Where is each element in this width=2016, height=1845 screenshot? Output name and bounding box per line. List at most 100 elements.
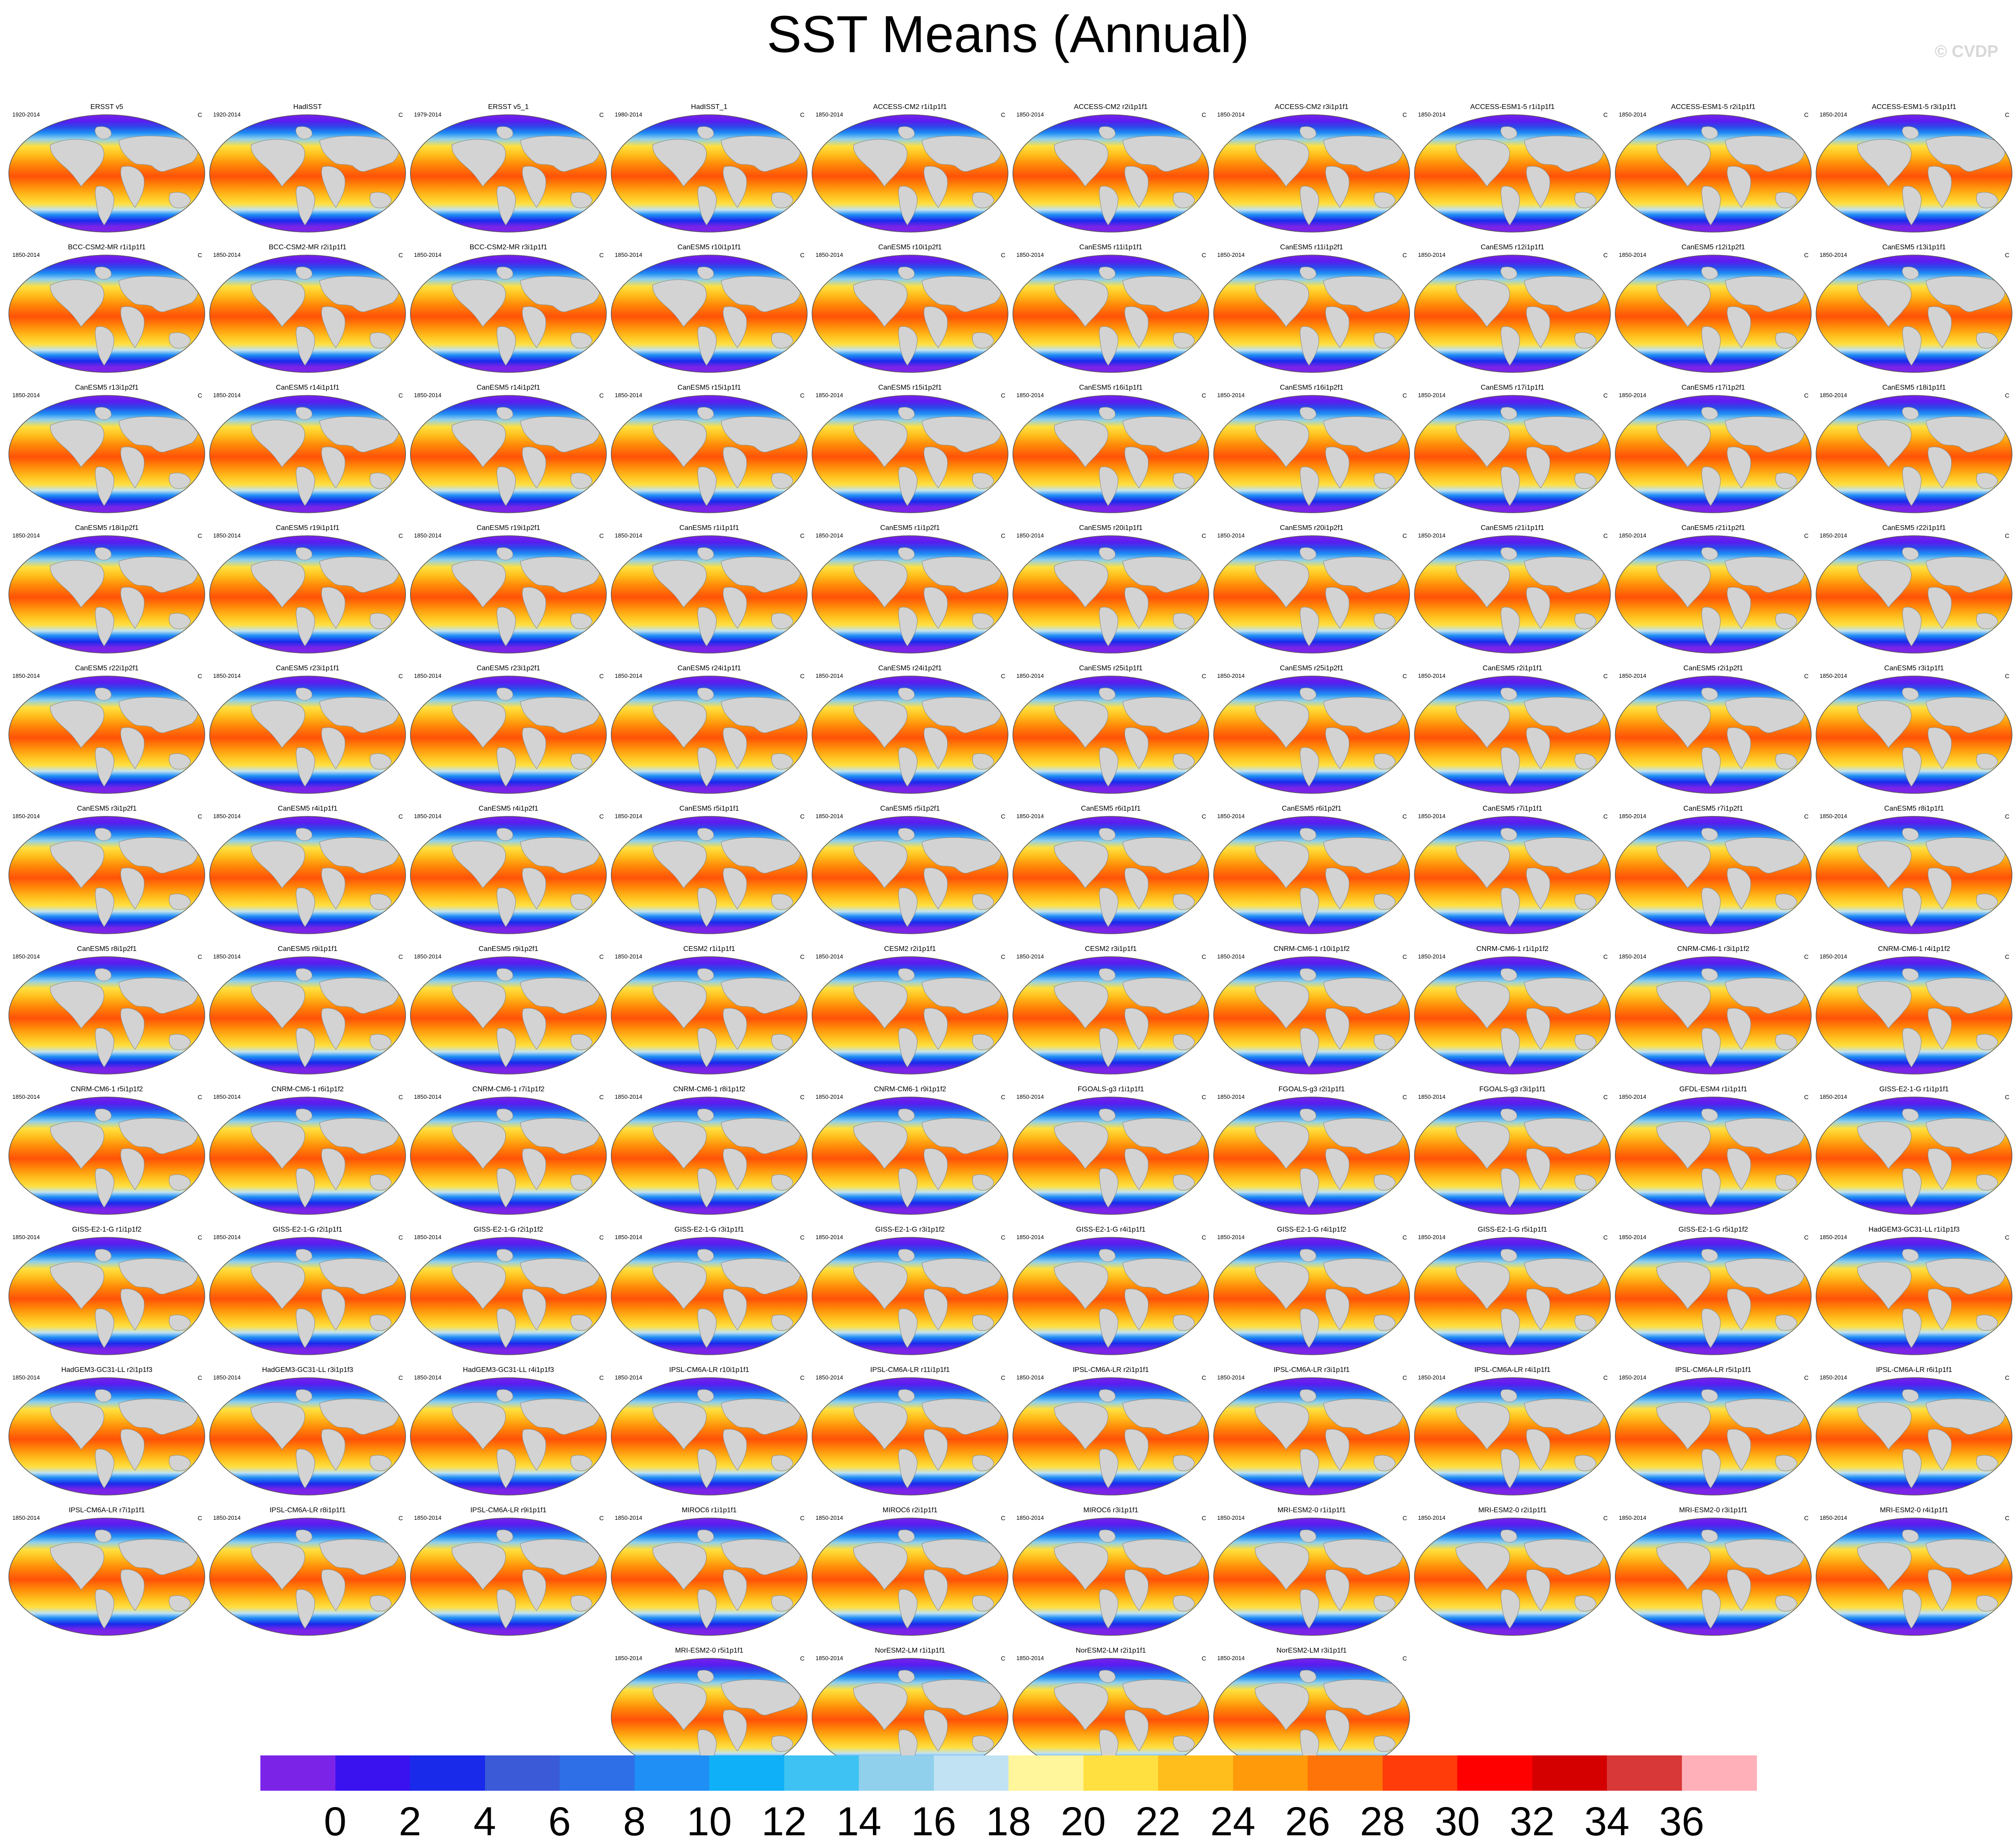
land-mass — [1500, 688, 1517, 701]
land-mass — [921, 416, 1001, 453]
land-mass — [496, 186, 516, 225]
panel-header: 1850-2014 ACCESS-CM2 r1i1p1f1 C — [809, 102, 1011, 118]
panel-header: 1850-2014 CanESM5 r9i1p2f1 C — [408, 944, 609, 960]
land-mass — [319, 556, 399, 593]
map-panel: 1850-2014 CanESM5 r14i1p1f1 C — [207, 383, 408, 515]
land-mass — [1574, 1595, 1597, 1612]
panel-header: 1850-2014 CanESM5 r25i1p2f1 C — [1211, 664, 1412, 680]
panel-title: CESM2 r2i1p1f1 — [884, 945, 936, 953]
land-mass — [570, 1315, 593, 1331]
land-mass — [1902, 1589, 1922, 1629]
panel-title: CanESM5 r11i1p1f1 — [1079, 244, 1143, 251]
globe-outline — [410, 255, 607, 373]
land-mass — [94, 1249, 112, 1262]
land-mass — [520, 416, 600, 453]
land-mass — [1701, 1589, 1721, 1629]
land-mass — [1054, 1542, 1109, 1590]
land-mass — [522, 447, 546, 488]
land-mass — [898, 267, 915, 280]
land-mass — [721, 1258, 801, 1295]
panel-period: 1850-2014 — [816, 1374, 843, 1381]
land-mass — [1524, 556, 1604, 593]
globe-outline — [1012, 535, 1209, 654]
land-mass — [771, 1315, 794, 1331]
land-mass — [1099, 747, 1118, 787]
land-mass — [1325, 1429, 1350, 1471]
land-mass — [1255, 1683, 1309, 1731]
panel-header: 1850-2014 CanESM5 r12i1p1f1 C — [1412, 243, 1613, 259]
land-mass — [120, 1289, 145, 1330]
land-mass — [723, 1008, 747, 1050]
sst-map — [1414, 956, 1611, 1075]
land-mass — [652, 139, 707, 187]
colorbar-tick-label: 22 — [1135, 1799, 1181, 1844]
land-mass — [1098, 1670, 1116, 1683]
colorbar-swatch — [1532, 1755, 1607, 1791]
panel-title: CanESM5 r16i1p1f1 — [1079, 384, 1143, 391]
panel-header: 1850-2014 ACCESS-ESM1-5 r2i1p1f1 C — [1613, 102, 1814, 118]
land-mass — [319, 837, 399, 874]
land-mass — [251, 560, 305, 608]
map-panel: 1850-2014 IPSL-CM6A-LR r8i1p1f1 C — [207, 1506, 408, 1638]
panel-header: 1850-2014 CanESM5 r14i1p1f1 C — [207, 383, 408, 399]
land-mass — [1727, 1008, 1751, 1050]
globe-outline — [812, 114, 1008, 233]
land-mass — [1300, 326, 1319, 366]
globe-outline — [611, 956, 808, 1075]
land-mass — [1299, 1529, 1316, 1543]
panel-header: 1850-2014 GISS-E2-1-G r3i1p1f1 C — [609, 1225, 810, 1241]
panel-units: C — [1201, 392, 1206, 399]
panel-units: C — [1402, 1374, 1407, 1381]
panel-units: C — [197, 532, 202, 539]
colorbar-tick-label: 10 — [686, 1799, 732, 1844]
map-panel: 1850-2014 CESM2 r3i1p1f1 C — [1010, 944, 1211, 1077]
globe-outline — [812, 1237, 1008, 1355]
panel-period: 1850-2014 — [1016, 813, 1044, 819]
land-mass — [1098, 968, 1116, 981]
land-mass — [652, 981, 707, 1029]
panel-units: C — [1402, 532, 1407, 539]
map-panel: 1850-2014 CanESM5 r24i1p1f1 C — [609, 664, 810, 796]
land-mass — [319, 1539, 399, 1575]
sst-map — [611, 535, 808, 654]
panel-units: C — [599, 532, 604, 539]
panel-units: C — [1402, 813, 1407, 820]
globe-outline — [1414, 114, 1611, 233]
land-mass — [1173, 613, 1195, 629]
panel-period: 1850-2014 — [213, 252, 241, 258]
panel-period: 1850-2014 — [816, 532, 843, 539]
sst-map — [1414, 535, 1611, 654]
land-mass — [1173, 1034, 1195, 1050]
panel-units: C — [1402, 673, 1407, 680]
land-mass — [853, 1542, 908, 1590]
panel-period: 1850-2014 — [1619, 1093, 1647, 1100]
panel-units: C — [2005, 1514, 2009, 1522]
panel-units: C — [1804, 252, 1809, 259]
land-mass — [1701, 126, 1718, 139]
globe-outline — [410, 535, 607, 654]
land-mass — [1524, 276, 1604, 312]
land-mass — [369, 192, 392, 208]
land-mass — [1122, 1118, 1202, 1154]
panel-period: 1850-2014 — [1619, 532, 1647, 539]
land-mass — [1656, 139, 1711, 187]
land-mass — [1727, 1569, 1751, 1611]
sst-map — [410, 1237, 607, 1355]
land-mass — [319, 416, 399, 453]
globe-outline — [611, 676, 808, 794]
land-mass — [1976, 1034, 1998, 1050]
panel-title: ACCESS-ESM1-5 r1i1p1f1 — [1470, 103, 1555, 111]
map-panel: 1850-2014 CanESM5 r9i1p2f1 C — [408, 944, 609, 1077]
panel-units: C — [800, 392, 805, 399]
land-mass — [319, 1398, 399, 1435]
panel-title: CanESM5 r25i1p2f1 — [1279, 665, 1344, 672]
panel-units: C — [1201, 1234, 1206, 1241]
land-mass — [652, 560, 707, 608]
panel-units: C — [1402, 1234, 1407, 1241]
panel-header: 1850-2014 CanESM5 r13i1p2f1 C — [6, 383, 207, 399]
land-mass — [369, 753, 392, 770]
land-mass — [898, 466, 918, 506]
panel-units: C — [1402, 953, 1407, 960]
land-mass — [321, 447, 346, 488]
panel-units: C — [1603, 1093, 1608, 1101]
